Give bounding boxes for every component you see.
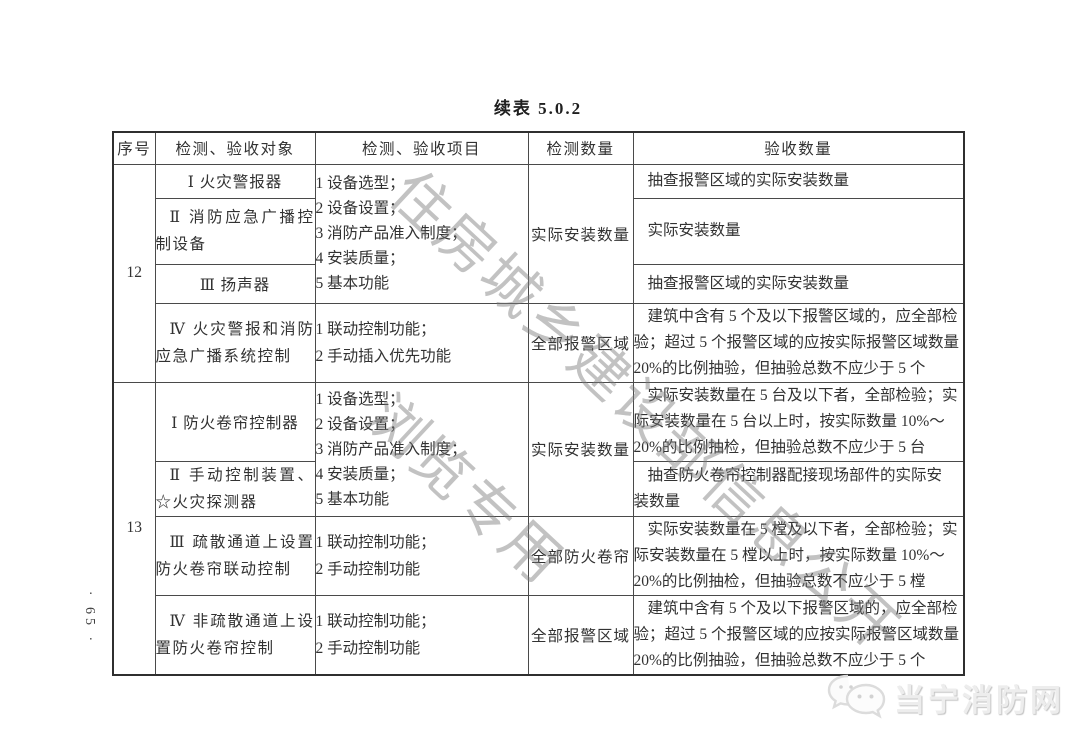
item-line: 1 联动控制功能； bbox=[315, 612, 436, 630]
cell-12-acceptance-2: 实际安装数量 bbox=[632, 197, 965, 265]
item-line: 2 手动控制功能 bbox=[315, 639, 421, 657]
site-logo: 当宁消防网 bbox=[826, 672, 1064, 722]
cell-13-items-3: 1 联动控制功能； 2 手动控制功能 bbox=[314, 515, 529, 596]
page-title: 续表 5.0.2 bbox=[493, 99, 583, 118]
cell-13-inspection-1to2: 实际安装数量 bbox=[527, 381, 634, 517]
cell-12-items-1to3: 1 设备选型； 2 设备设置； 3 消防产品准入制度； 4 安装质量； 5 基本… bbox=[314, 163, 529, 304]
cell-12-acceptance-4: 建筑中含有 5 个及以下报警区域的，应全部检 验；超过 5 个报警区域的应按实际… bbox=[632, 302, 965, 383]
item-line: 1 联动控制功能； bbox=[315, 320, 436, 338]
cell-13-acceptance-3: 实际安装数量在 5 樘及以下者，全部检验；实 际安装数量在 5 樘以上时，按实际… bbox=[632, 515, 965, 596]
table-row: Ⅲ 疏散通道上设置防火卷帘联动控制 1 联动控制功能； 2 手动控制功能 全部防… bbox=[113, 515, 965, 596]
column-header-inspection-qty: 检测数量 bbox=[527, 131, 634, 165]
page-number: · 65 · bbox=[82, 590, 97, 646]
column-header-object: 检测、验收对象 bbox=[154, 131, 316, 165]
item-line: 1 设备选型； bbox=[315, 175, 405, 192]
item-line: 5 基本功能 bbox=[315, 275, 390, 292]
cell-seq-12: 12 bbox=[112, 163, 156, 383]
cell-13-object-2: Ⅱ 手动控制装置、☆火灾探测器 bbox=[154, 460, 316, 517]
cell-13-acceptance-2: 抽查防火卷帘控制器配接现场部件的实际安 装数量 bbox=[632, 460, 965, 517]
cell-13-acceptance-4: 建筑中含有 5 个及以下报警区域的，应全部检 验；超过 5 个报警区域的应按实际… bbox=[632, 594, 965, 675]
cell-13-inspection-3: 全部防火卷帘 bbox=[527, 515, 634, 596]
cell-12-acceptance-3: 抽查报警区域的实际安装数量 bbox=[632, 263, 965, 304]
column-header-acceptance-qty: 验收数量 bbox=[632, 131, 965, 165]
cell-12-object-3: Ⅲ 扬声器 bbox=[154, 263, 316, 304]
cell-seq-13: 13 bbox=[112, 381, 156, 675]
column-header-seq: 序号 bbox=[112, 131, 156, 165]
column-header-items: 检测、验收项目 bbox=[314, 131, 529, 165]
item-line: 1 联动控制功能； bbox=[315, 533, 436, 551]
site-logo-text: 当宁消防网 bbox=[894, 682, 1064, 718]
table-row: Ⅱ 消防应急广播控制设备 实际安装数量 bbox=[113, 197, 965, 265]
cell-13-object-3: Ⅲ 疏散通道上设置防火卷帘联动控制 bbox=[154, 515, 316, 596]
wechat-chat-bubbles-icon bbox=[826, 672, 888, 722]
item-line: 2 手动控制功能 bbox=[315, 560, 421, 578]
table-row: Ⅳ 火灾警报和消防应急广播系统控制 1 联动控制功能； 2 手动插入优先功能 全… bbox=[113, 302, 965, 383]
cell-12-inspection-4: 全部报警区域 bbox=[527, 302, 634, 383]
cell-13-object-4: Ⅳ 非疏散通道上设置防火卷帘控制 bbox=[154, 594, 316, 675]
item-line: 4 安装质量； bbox=[315, 250, 405, 267]
cell-12-object-4: Ⅳ 火灾警报和消防应急广播系统控制 bbox=[154, 302, 316, 383]
table-row: 13 Ⅰ 防火卷帘控制器 1 设备选型； 2 设备设置； 3 消防产品准入制度；… bbox=[112, 381, 965, 675]
inspection-acceptance-table: 序号 检测、验收对象 检测、验收项目 检测数量 验收数量 12 Ⅰ 火灾警报器 … bbox=[112, 131, 965, 676]
table-row: Ⅱ 手动控制装置、☆火灾探测器 抽查防火卷帘控制器配接现场部件的实际安 装数量 bbox=[113, 460, 965, 517]
cell-12-object-2: Ⅱ 消防应急广播控制设备 bbox=[154, 197, 316, 265]
item-line: 4 安装质量； bbox=[315, 465, 405, 483]
cell-12-acceptance-1: 抽查报警区域的实际安装数量 bbox=[632, 163, 965, 199]
item-line: 1 设备选型； bbox=[315, 390, 405, 408]
table-row: 12 Ⅰ 火灾警报器 1 设备选型； 2 设备设置； 3 消防产品准入制度； 4… bbox=[112, 163, 965, 383]
cell-12-items-4: 1 联动控制功能； 2 手动插入优先功能 bbox=[314, 302, 529, 383]
table-header-row: 序号 检测、验收对象 检测、验收项目 检测数量 验收数量 bbox=[112, 131, 965, 165]
cell-13-inspection-4: 全部报警区域 bbox=[527, 594, 634, 675]
item-line: 5 基本功能 bbox=[315, 490, 390, 508]
item-line: 2 设备设置； bbox=[315, 415, 405, 433]
cell-12-object-1: Ⅰ 火灾警报器 bbox=[154, 163, 316, 199]
table-row: Ⅲ 扬声器 抽查报警区域的实际安装数量 bbox=[113, 263, 965, 304]
item-line: 2 手动插入优先功能 bbox=[315, 347, 452, 365]
cell-13-object-1: Ⅰ 防火卷帘控制器 bbox=[154, 381, 316, 462]
cell-12-inspection-1to3: 实际安装数量 bbox=[527, 163, 634, 304]
item-line: 3 消防产品准入制度； bbox=[315, 225, 467, 242]
item-line: 3 消防产品准入制度； bbox=[315, 440, 467, 458]
cell-13-items-4: 1 联动控制功能； 2 手动控制功能 bbox=[314, 594, 529, 675]
item-line: 2 设备设置； bbox=[315, 200, 405, 217]
cell-13-items-1to2: 1 设备选型； 2 设备设置； 3 消防产品准入制度； 4 安装质量； 5 基本… bbox=[314, 381, 529, 517]
table-row: Ⅳ 非疏散通道上设置防火卷帘控制 1 联动控制功能； 2 手动控制功能 全部报警… bbox=[113, 594, 965, 675]
cell-13-acceptance-1: 实际安装数量在 5 台及以下者，全部检验；实 际安装数量在 5 台以上时，按实际… bbox=[632, 381, 965, 462]
